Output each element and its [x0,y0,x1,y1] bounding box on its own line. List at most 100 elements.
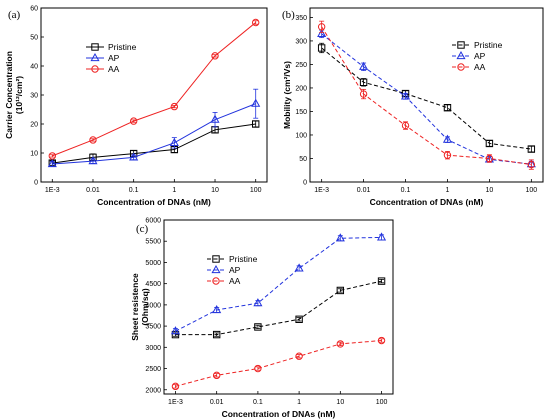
x-tick-label: 1 [297,399,301,406]
data-point [48,152,56,160]
plot-frame [309,7,544,183]
series-ap [47,88,261,168]
y-tick-label: 150 [295,109,307,116]
legend-label: AP [474,51,486,61]
panel-label: (a) [8,9,21,21]
x-axis-label: Concentration of DNAs (nM) [370,197,484,207]
data-point [485,139,494,148]
legend-marker [457,41,465,49]
y-axis-label: Sheet resistence [130,273,140,341]
legend-marker [456,50,466,60]
data-point [253,298,263,307]
chart-panel-1: 0 10 20 30 40 50 60 1E-3 0.01 0.1 1 10 100 Concentrat… [4,6,268,207]
data-point [212,304,222,314]
data-point [294,263,304,272]
data-point [443,103,452,112]
y-tick-label: 40 [30,64,38,71]
data-point [317,44,326,52]
data-point [527,145,536,153]
data-point [251,98,261,107]
legend-label: AP [108,53,120,63]
legend-marker [212,255,220,263]
series-line [52,22,257,157]
series-aa [171,336,386,391]
x-tick-label: 1E-3 [314,187,329,194]
chart-panel-3: 2000 2500 3000 3500 4000 4500 5000 5500 6000 1E-3… [130,218,394,419]
y-tick-label: 250 [295,62,307,69]
panel-label: (c) [136,223,149,235]
data-point [254,364,262,373]
y-axis-label: Carrier Concentration [4,51,14,139]
data-point [170,326,181,335]
data-point [359,61,369,70]
x-tick-label: 10 [211,187,219,194]
x-tick-label: 100 [376,399,388,406]
legend-label: Pristine [108,42,137,52]
x-tick-label: 1E-3 [45,187,60,194]
y-axis-unit-label: (Ohm/sq) [140,288,150,325]
data-point [336,340,345,348]
data-point [377,277,386,285]
y-axis-label: Mobility (cm²/Vs) [282,61,292,129]
x-tick-label: 1 [446,187,450,194]
legend-marker [90,52,100,62]
series-line [321,26,532,166]
data-point [169,137,179,146]
y-tick-label: 30 [30,93,38,100]
series-line [321,47,532,150]
x-tick-label: 0.01 [86,187,100,194]
x-tick-label: 0.1 [401,187,411,194]
data-point [335,233,345,242]
y-tick-label: 4000 [145,302,161,309]
legend-label: AA [108,64,120,74]
legend-marker [212,277,220,285]
data-point [295,352,303,360]
legend-label: Pristine [229,254,258,264]
data-point [252,18,260,27]
data-point [401,121,410,130]
series-line [175,280,382,336]
x-tick-label: 1 [172,187,176,194]
series-pristine [317,42,536,153]
data-point [485,154,494,163]
data-point [212,330,221,339]
series-pristine [171,277,386,339]
data-point [129,117,138,125]
y-tick-label: 5500 [145,239,161,246]
y-tick-label: 200 [295,85,307,92]
y-tick-label: 100 [295,132,307,139]
x-tick-label: 10 [486,187,494,194]
series-pristine [48,120,260,167]
y-tick-label: 2500 [145,366,161,373]
legend-marker [91,43,99,51]
y-tick-label: 50 [30,35,38,42]
x-tick-label: 0.01 [357,187,371,194]
series-ap [317,28,536,168]
y-tick-label: 50 [299,156,307,163]
legend-label: AA [229,276,241,286]
data-point [211,52,219,60]
x-tick-label: 0.1 [253,399,263,406]
series-line [175,340,382,387]
y-tick-label: 350 [295,15,307,22]
data-point [88,156,98,165]
y-tick-label: 20 [30,122,38,129]
legend-label: Pristine [474,40,503,50]
y-tick-label: 0 [303,180,307,187]
series-line [52,123,256,164]
legend-marker [91,65,99,73]
x-tick-label: 100 [526,187,538,194]
legend-label: AA [474,62,486,72]
legend-label: AP [229,265,241,275]
data-point [317,23,326,31]
data-point [170,102,179,111]
plot-frame [163,219,394,395]
data-point [359,78,368,87]
data-point [442,134,453,143]
y-tick-label: 3500 [145,324,161,331]
x-axis-label: Concentration of DNAs (nM) [97,197,211,207]
data-point [377,336,386,345]
y-tick-label: 10 [30,151,38,158]
data-point [212,371,221,380]
